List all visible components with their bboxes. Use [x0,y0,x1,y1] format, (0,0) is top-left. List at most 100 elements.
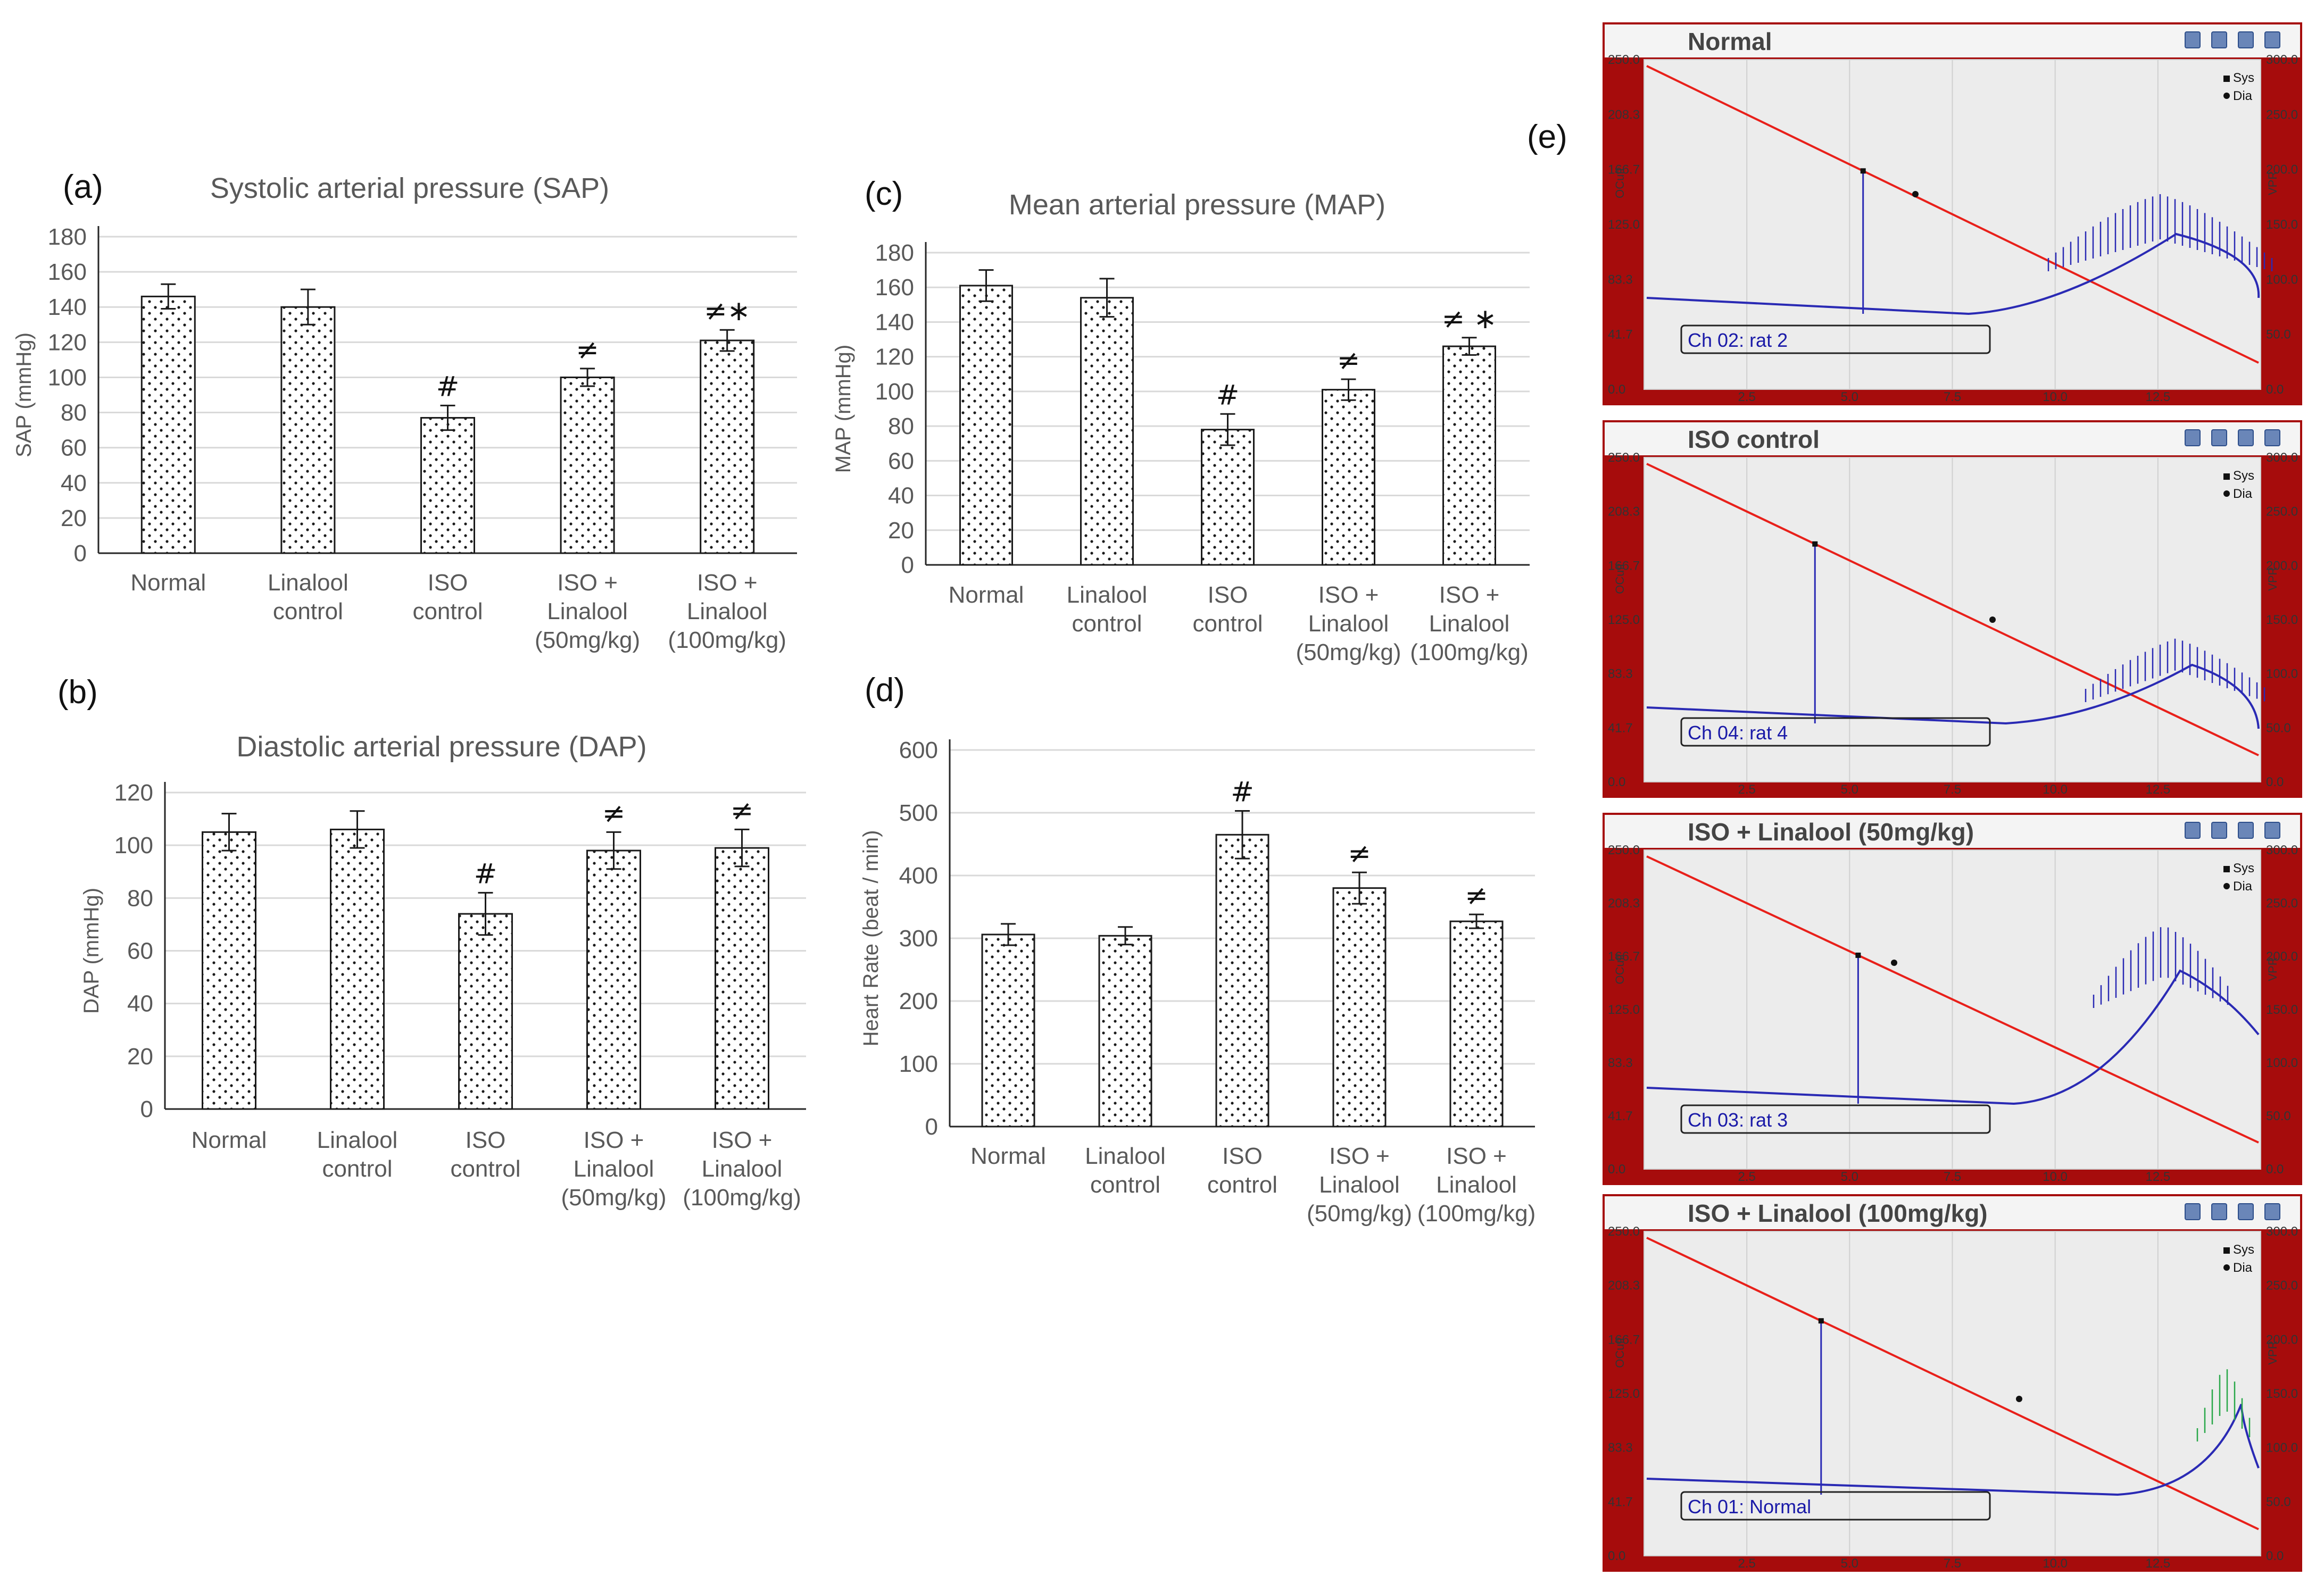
panel-label: (b) [57,674,98,711]
significance-marker: # [1216,379,1240,411]
save-icon[interactable] [2185,429,2201,446]
recording-right-tick: 150.0 [2266,613,2298,627]
copy-icon[interactable] [2211,429,2227,446]
y-tick-label: 40 [61,470,87,496]
paste-icon[interactable] [2238,429,2254,446]
print-icon[interactable] [2264,1203,2280,1220]
legend-sys-marker [2223,866,2230,872]
recording-right-tick: 0.0 [2266,1549,2284,1563]
recording-x-tick: 12.5 [2145,1556,2170,1571]
y-tick-label: 100 [48,364,87,390]
print-icon[interactable] [2264,429,2280,446]
bar [1080,297,1134,566]
channel-label: Ch 02: rat 2 [1688,329,1788,351]
save-icon[interactable] [2185,1203,2201,1220]
y-tick-label: 200 [899,988,938,1014]
category-label: ISO + [1318,582,1379,608]
recording-x-tick: 12.5 [2145,390,2170,404]
bar [981,933,1035,1128]
bar [280,306,336,554]
category-label: Normal [192,1127,267,1153]
recording-left-tick: 166.7 [1608,1332,1640,1347]
paste-icon[interactable] [2238,31,2254,48]
recording-x-tick: 10.0 [2043,782,2068,797]
recording-x-tick: 2.5 [1738,1170,1755,1184]
recording-left-tick: 166.7 [1608,559,1640,573]
y-tick-label: 120 [48,329,87,355]
panel-label: (d) [865,672,905,709]
recording-left-tick: 250.0 [1608,53,1640,67]
cuff-pressure-line [1646,463,2259,756]
paste-icon[interactable] [2238,1203,2254,1220]
bar [1322,389,1375,566]
bar-charts: (a) Systolic arterial pressure (SAP) 0 20 40… [12,169,1536,1227]
legend-sys-marker [2223,76,2230,82]
pressure-trace [1646,1404,2260,1496]
category-label: Linalool [268,570,348,596]
y-tick-label: 60 [888,448,914,474]
recording-header [1605,1196,2300,1229]
y-tick-label: 20 [888,518,914,544]
recording-right-tick: 50.0 [2266,328,2291,342]
copy-icon[interactable] [2211,31,2227,48]
bar [1201,429,1255,566]
legend-dia-label: Dia [2233,879,2253,894]
bar [458,913,513,1110]
channel-label: Ch 04: rat 4 [1688,722,1788,744]
recording-left-tick: 41.7 [1608,328,1633,342]
save-icon[interactable] [2185,31,2201,48]
bar [330,828,385,1110]
category-label: control [273,598,343,624]
significance-marker: # [1231,776,1254,808]
recording-right-tick: 300.0 [2266,843,2298,857]
category-label: control [1192,611,1263,637]
y-tick-label: 500 [899,800,938,826]
bar [1215,833,1269,1128]
significance-marker: # [474,858,497,890]
recording-x-tick: 12.5 [2145,1170,2170,1184]
copy-icon[interactable] [2211,1203,2227,1220]
recording-x-tick: 2.5 [1738,390,1755,404]
recording-left-tick: 125.0 [1608,1003,1640,1017]
legend-sys-label: Sys [2233,1243,2254,1257]
y-tick-label: 120 [875,344,914,370]
recording-right-tick: 250.0 [2266,1279,2298,1293]
y-tick-label: 80 [61,400,87,426]
bar [202,831,256,1110]
recording-right-tick: 50.0 [2266,721,2291,735]
recording-x-tick: 10.0 [2043,1170,2068,1184]
category-label: Normal [970,1143,1046,1169]
y-tick-label: 80 [127,885,153,911]
recording-right-tick: 150.0 [2266,1387,2298,1401]
recording-left-tick: 250.0 [1608,1224,1640,1239]
recording-left-tick: 83.3 [1608,1441,1633,1455]
y-tick-label: 0 [925,1114,938,1140]
recording-x-tick: 10.0 [2043,1556,2068,1571]
systolic-point [1860,168,1866,174]
y-tick-label: 140 [48,294,87,320]
recording-x-tick: 2.5 [1738,782,1755,797]
paste-icon[interactable] [2238,822,2254,839]
diastolic-point [1912,191,1919,197]
chart-title: Mean arterial pressure (MAP) [1009,189,1385,221]
print-icon[interactable] [2264,31,2280,48]
category-label: Linalool [1067,582,1148,608]
category-label: Linalool [1308,611,1389,637]
category-label: Linalool [1319,1172,1400,1198]
recording-right-tick: 200.0 [2266,949,2298,964]
significance-marker: ≠ ∗ [1442,303,1497,335]
copy-icon[interactable] [2211,822,2227,839]
save-icon[interactable] [2185,822,2201,839]
category-label: (50mg/kg) [1307,1201,1412,1227]
recording-right-label: VPR [2266,1341,2279,1365]
recording-right-tick: 300.0 [2266,1224,2298,1239]
legend-dia-marker [2223,1264,2230,1271]
y-tick-label: 140 [875,309,914,335]
y-tick-label: 20 [127,1044,153,1070]
category-label: Linalool [1436,1172,1517,1198]
recording-x-tick: 2.5 [1738,1556,1755,1571]
legend-sys-label: Sys [2233,861,2254,876]
recording-x-tick: 5.0 [1841,390,1858,404]
print-icon[interactable] [2264,822,2280,839]
recording-x-tick: 7.5 [1944,390,1961,404]
